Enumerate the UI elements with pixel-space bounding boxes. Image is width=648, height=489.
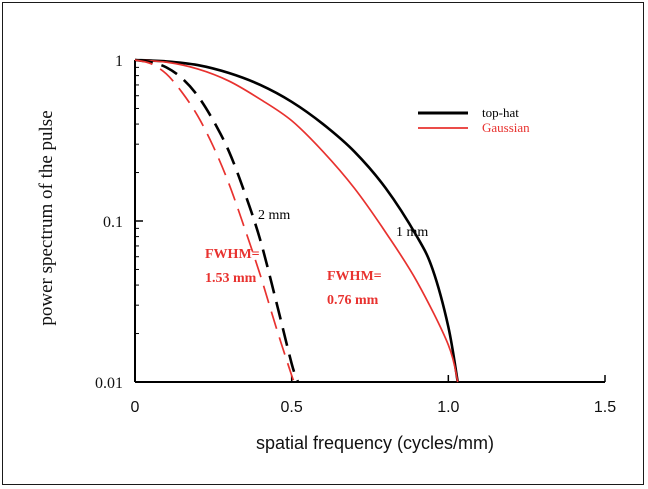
annotation-2mm: 2 mm: [258, 208, 290, 223]
legend-label-top-hat: top-hat: [482, 105, 519, 120]
annotation-fwhm-0-76-line2: 0.76 mm: [327, 293, 379, 308]
legend: top-hat Gaussian: [418, 105, 530, 135]
legend-label-gaussian: Gaussian: [482, 120, 530, 135]
x-tick-label: 0.5: [281, 399, 303, 416]
series-line-fwhm-1-53-mm: [134, 59, 296, 383]
x-tick-label: 1.5: [594, 399, 616, 416]
series-line-1-mm: [134, 58, 460, 383]
y-tick-label: 0.1: [103, 214, 123, 231]
y-tick-label: 1: [115, 53, 123, 70]
annotation-fwhm-0-76-line1: FWHM=: [327, 269, 382, 284]
annotation-1mm: 1 mm: [396, 225, 428, 240]
series-layer: [134, 58, 460, 383]
annotation-fwhm-0-76: FWHM= 0.76 mm: [327, 269, 385, 308]
y-tick-label: 0.01: [95, 375, 123, 392]
annotation-fwhm-1-53-line2: 1.53 mm: [205, 271, 257, 286]
x-tick-label: 0: [131, 399, 140, 416]
series-line-fwhm-0-76-mm: [134, 59, 459, 383]
x-tick-label: 1.0: [437, 399, 459, 416]
annotation-fwhm-1-53: FWHM= 1.53 mm: [205, 247, 263, 286]
y-axis-label: power spectrum of the pulse: [36, 110, 57, 325]
axes: 0 0.5 1.0 1.5 1 0.1 0.01: [95, 53, 616, 416]
chart-frame: [2, 2, 644, 485]
series-line-2-mm: [134, 58, 300, 383]
x-axis-label: spatial frequency (cycles/mm): [256, 433, 494, 453]
annotation-fwhm-1-53-line1: FWHM=: [205, 247, 260, 262]
